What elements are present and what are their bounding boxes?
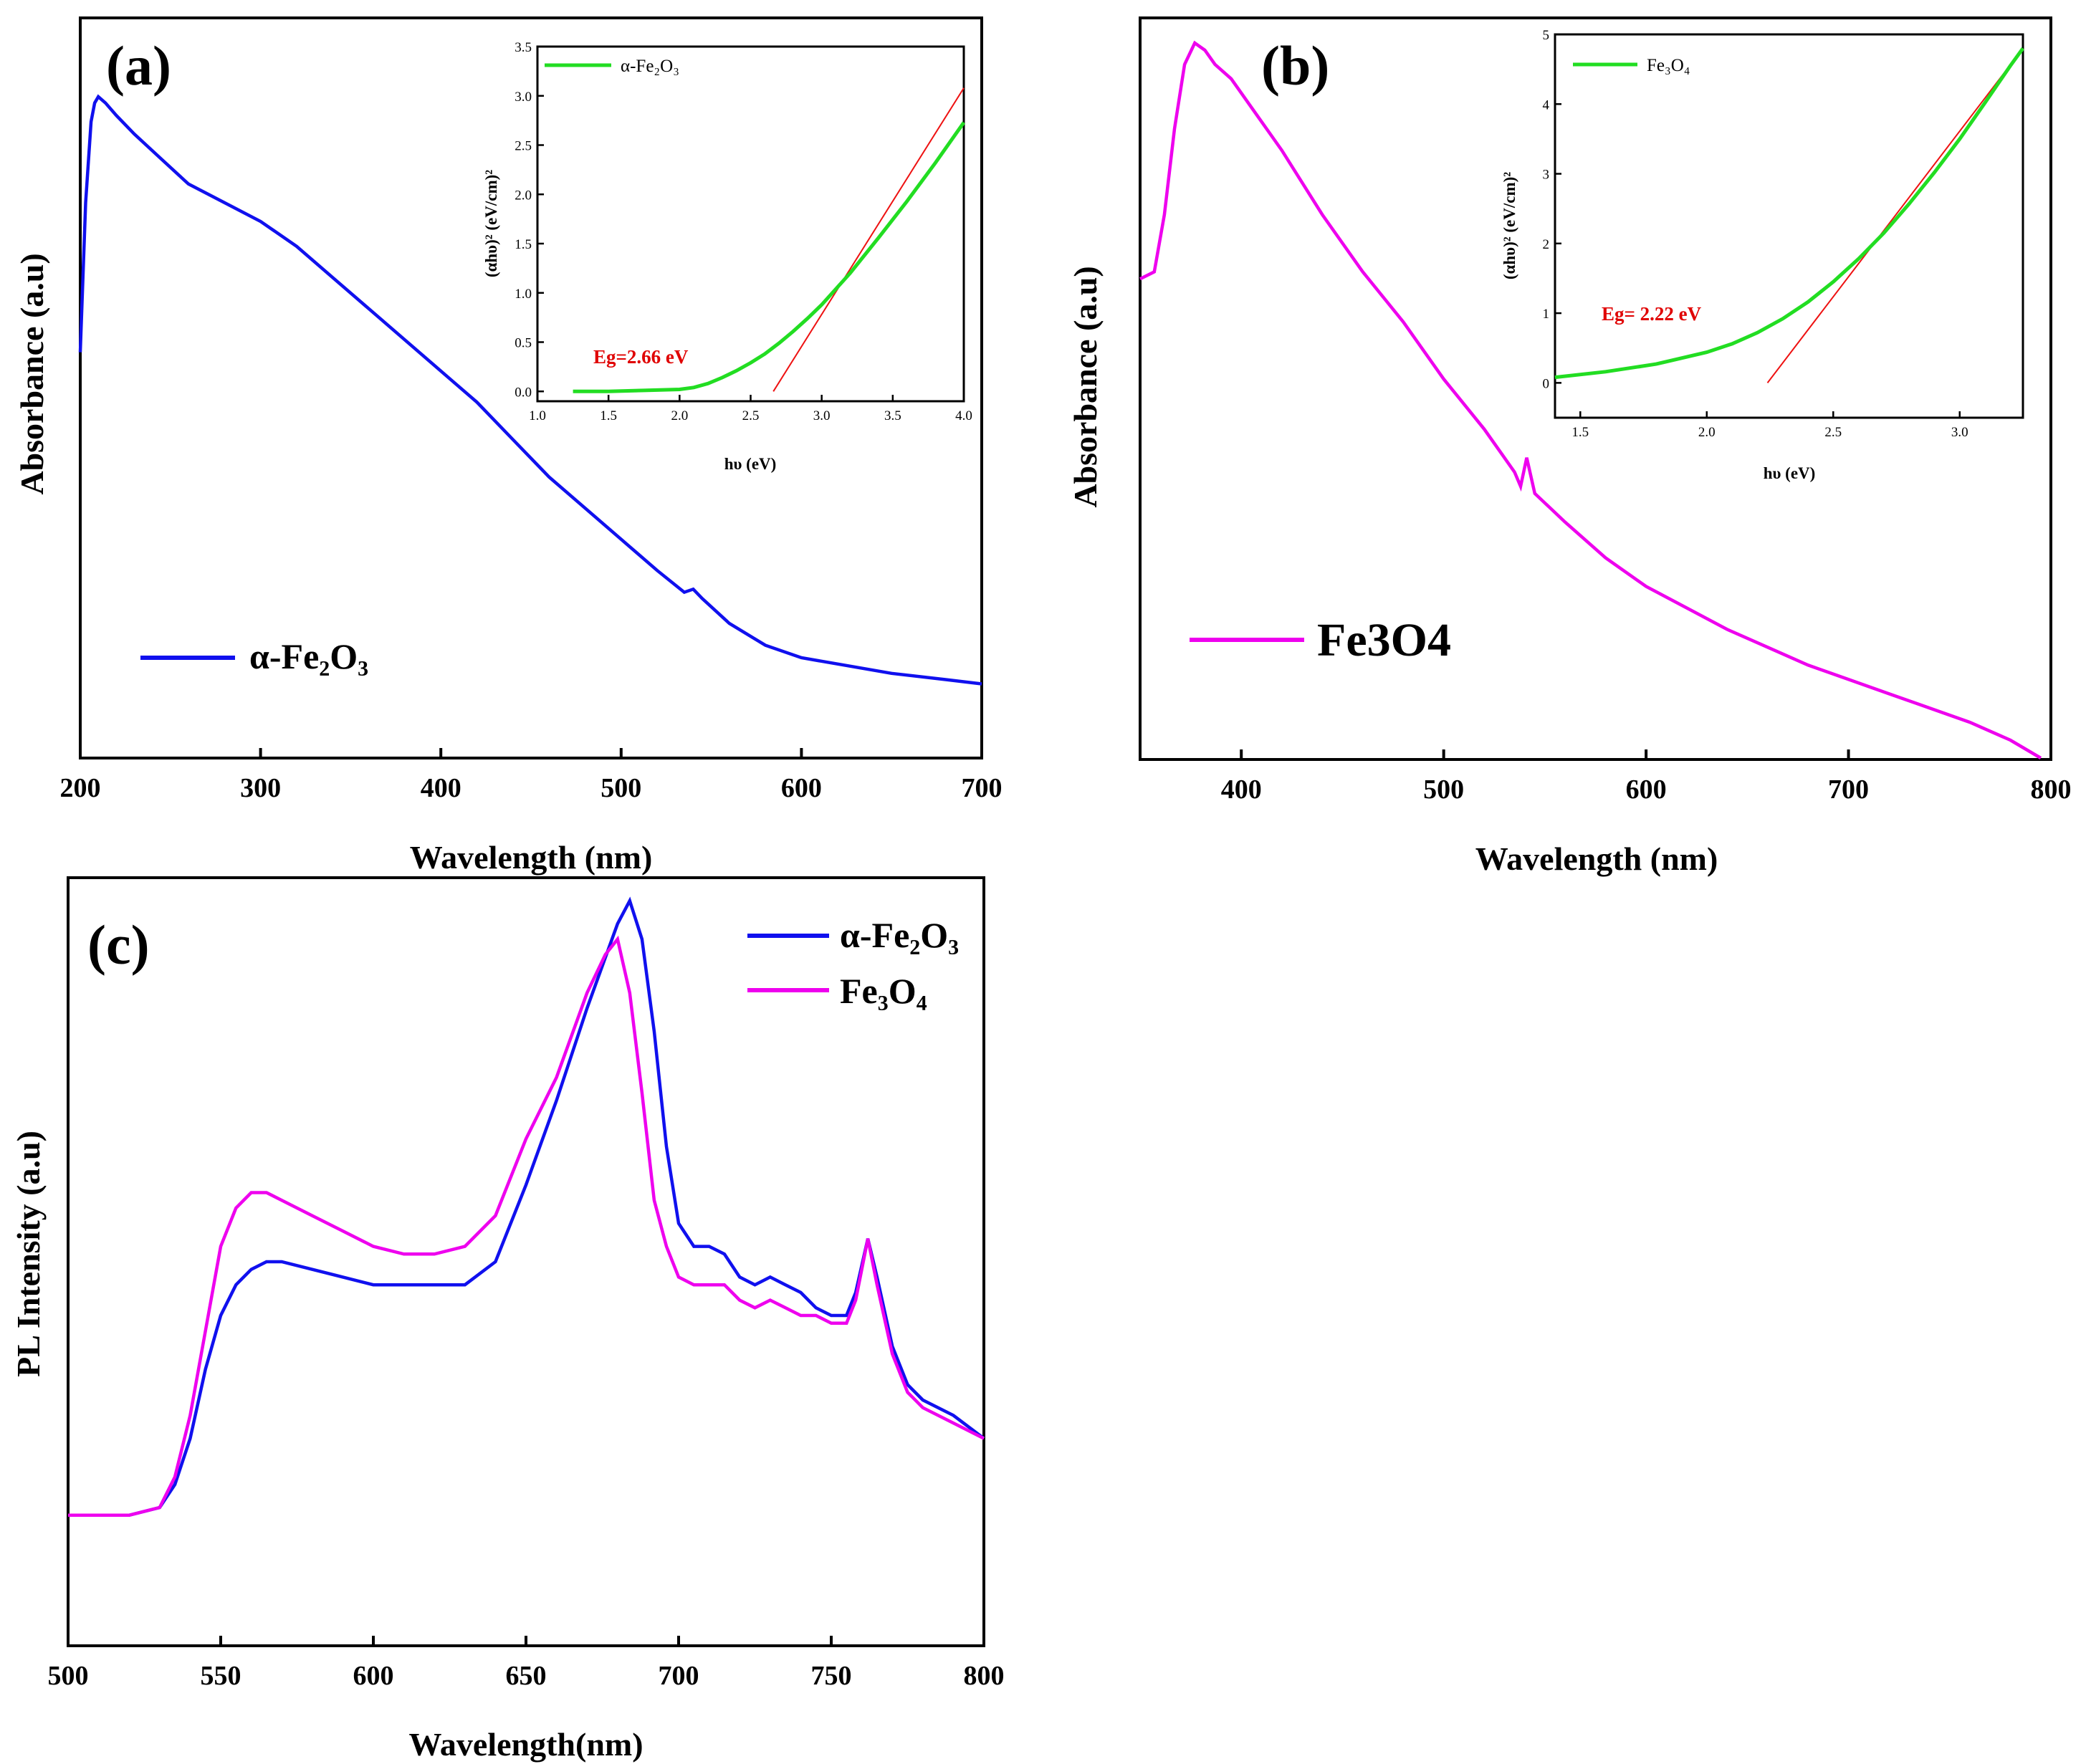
fe3o4-absorbance-line — [1139, 40, 2042, 759]
x-tick-label-400: 400 — [1221, 775, 1262, 805]
x-tick-label-500: 500 — [48, 1661, 89, 1691]
inset-a-axes: 1.0 1.5 2.0 2.5 3.0 3.5 4.0 0.0 0.5 1.0 1.5 2.0 2.5 3… — [515, 40, 972, 423]
inset-b-y-label: (αhυ)² (eV/cm)² — [1501, 172, 1518, 279]
panel-b-inset: 1.5 2.0 2.5 3.0 0 1 2 3 4 5 Fe₃O₄ Eg= 2.22 eV hυ … — [1501, 28, 2025, 482]
panel-b-frame — [1139, 16, 2052, 761]
panel-b-label: (b) — [1261, 34, 1329, 97]
x-tick-label-500: 500 — [601, 773, 641, 803]
fe2o3-absorbance-line — [78, 94, 982, 686]
inset-y-tick-label-1: 1 — [1543, 307, 1550, 322]
panel-a-legend-label: α-Fe₂O₃ — [249, 636, 368, 676]
inset-y-tick-label-5: 5 — [1543, 28, 1550, 43]
panel-c-label: (c) — [87, 914, 150, 976]
inset-y-tick-label-3: 3 — [1543, 168, 1550, 183]
panel-c-legend-label-fe2o3: α-Fe₂O₃ — [840, 915, 959, 955]
panel-a-inset: 1.0 1.5 2.0 2.5 3.0 3.5 4.0 0.0 0.5 1.0 1.5 2.0 2.5 3… — [482, 40, 972, 473]
inset-x-tick-label-4.0: 4.0 — [955, 408, 972, 423]
panel-c-x-label: Wavelength(nm) — [408, 1726, 643, 1763]
panel-c: 500 550 600 650 700 750 800 (c) Wavelength(nm)… — [10, 876, 1005, 1763]
x-tick-label-700: 700 — [659, 1661, 699, 1691]
inset-b-frame — [1554, 33, 2024, 419]
inset-y-tick-label-3.0: 3.0 — [515, 90, 532, 105]
panel-b-y-label: Absorbance (a.u) — [1067, 266, 1104, 507]
panel-b-x-axis: 400 500 600 700 800 — [1221, 749, 2072, 805]
panel-a-label: (a) — [106, 34, 171, 97]
panel-a-x-axis: 200 300 400 500 600 700 — [60, 748, 1003, 803]
inset-y-tick-label-1.5: 1.5 — [515, 237, 532, 252]
x-tick-label-700: 700 — [962, 773, 1003, 803]
inset-x-tick-label-1.5: 1.5 — [600, 408, 617, 423]
panel-a-x-label: Wavelength (nm) — [410, 839, 653, 876]
panel-c-y-label: PL Intensity (a.u) — [10, 1131, 47, 1377]
inset-b-fit-line — [1766, 47, 2024, 384]
x-tick-label-800: 800 — [964, 1661, 1005, 1691]
panel-b: 400 500 600 700 800 (b) Wavelength (nm) Abso… — [1067, 16, 2072, 877]
panel-a-y-label: Absorbance (a.u) — [14, 253, 50, 494]
x-tick-label-600: 600 — [353, 1661, 394, 1691]
inset-a-frame — [536, 45, 965, 403]
inset-a-x-label: hυ (eV) — [724, 455, 777, 473]
inset-b-bandgap-annotation: Eg= 2.22 eV — [1602, 303, 1702, 325]
inset-y-tick-label-0: 0 — [1543, 376, 1550, 391]
x-tick-label-600: 600 — [781, 773, 822, 803]
inset-x-tick-label-3.0: 3.0 — [813, 408, 831, 423]
inset-x-tick-label-3.0: 3.0 — [1951, 425, 1968, 440]
inset-a-y-label: (αhυ)² (eV/cm)² — [482, 170, 500, 277]
inset-y-tick-label-3.5: 3.5 — [515, 40, 532, 55]
x-tick-label-600: 600 — [1626, 775, 1667, 805]
inset-x-tick-label-1.0: 1.0 — [529, 408, 546, 423]
x-tick-label-800: 800 — [2031, 775, 2072, 805]
x-tick-label-500: 500 — [1423, 775, 1464, 805]
inset-y-tick-label-2.0: 2.0 — [515, 188, 532, 203]
inset-x-tick-label-1.5: 1.5 — [1571, 425, 1589, 440]
panel-c-legend-label-fe3o4: Fe₃O₄ — [840, 971, 927, 1011]
inset-b-x-label: hυ (eV) — [1764, 464, 1816, 482]
panel-a-frame — [79, 16, 983, 759]
inset-a-tauc-curve — [573, 121, 966, 393]
inset-y-tick-label-1.0: 1.0 — [515, 287, 532, 302]
inset-y-tick-label-0.0: 0.0 — [515, 385, 532, 400]
inset-x-tick-label-2.0: 2.0 — [671, 408, 688, 423]
panel-b-x-label: Wavelength (nm) — [1475, 840, 1718, 877]
inset-y-tick-label-2.5: 2.5 — [515, 139, 532, 154]
inset-x-tick-label-3.5: 3.5 — [884, 408, 901, 423]
inset-x-tick-label-2.5: 2.5 — [1824, 425, 1842, 440]
inset-a-bandgap-annotation: Eg=2.66 eV — [593, 346, 689, 368]
inset-y-tick-label-4: 4 — [1543, 97, 1550, 112]
inset-b-tauc-curve — [1554, 47, 2025, 380]
inset-a-fit-line — [772, 87, 965, 392]
inset-x-tick-label-2.0: 2.0 — [1698, 425, 1716, 440]
x-tick-label-550: 550 — [201, 1661, 241, 1691]
panel-b-legend-label: Fe3O4 — [1317, 614, 1451, 666]
x-tick-label-300: 300 — [240, 773, 281, 803]
inset-a-legend-label: α-Fe₂O₃ — [621, 57, 679, 76]
x-tick-label-700: 700 — [1828, 775, 1869, 805]
inset-y-tick-label-0.5: 0.5 — [515, 336, 532, 351]
panel-c-x-axis: 500 550 600 650 700 750 800 — [48, 1636, 1005, 1691]
x-tick-label-400: 400 — [421, 773, 461, 803]
x-tick-label-750: 750 — [811, 1661, 852, 1691]
inset-b-legend-label: Fe₃O₄ — [1647, 56, 1690, 75]
fe3o4-pl-line — [68, 935, 985, 1518]
fe2o3-pl-line — [68, 896, 985, 1518]
inset-x-tick-label-2.5: 2.5 — [742, 408, 760, 423]
x-tick-label-650: 650 — [506, 1661, 547, 1691]
inset-y-tick-label-2: 2 — [1543, 237, 1550, 252]
inset-b-axes: 1.5 2.0 2.5 3.0 0 1 2 3 4 5 — [1543, 28, 1968, 440]
x-tick-label-200: 200 — [60, 773, 101, 803]
panel-a: 200 300 400 500 600 700 (a) Wavelength (nm) A… — [14, 16, 1003, 876]
